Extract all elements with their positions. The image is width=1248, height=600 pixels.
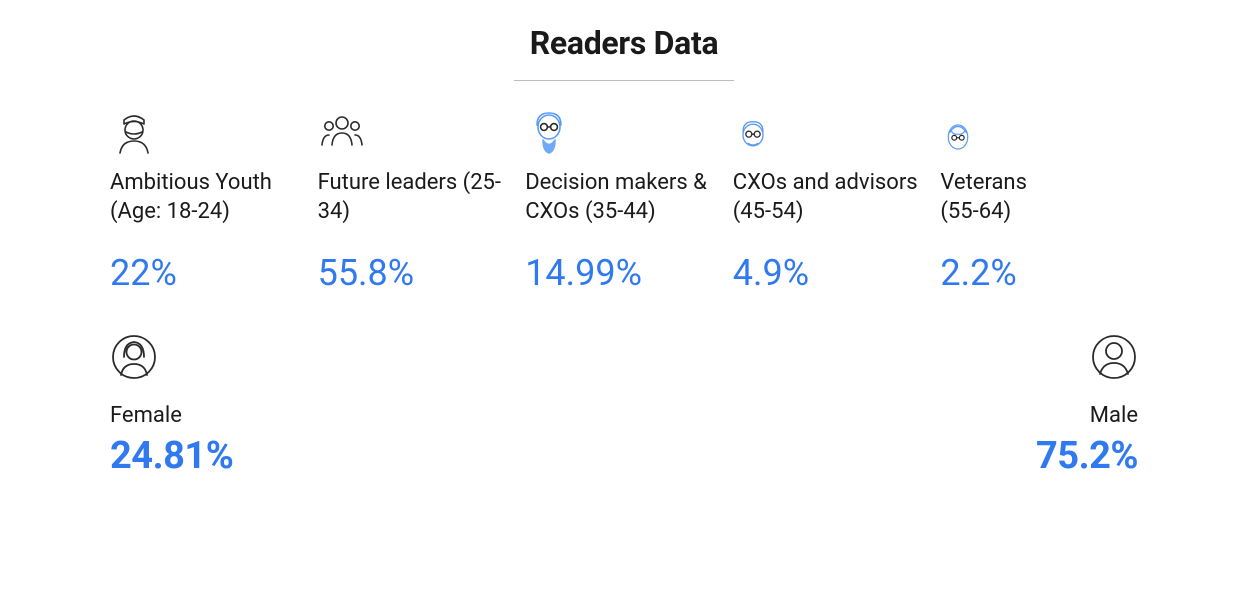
segment-value: 4.9% [733,255,923,291]
segment-veterans: Veterans (55-64) 2.2% [940,95,1138,291]
female-icon [110,333,158,381]
decision-makers-icon [525,107,573,155]
veterans-icon [940,119,976,155]
gender-female-label: Female [110,403,233,428]
segment-label: Decision makers & CXOs (35-44) [525,169,715,227]
segment-future-leaders: Future leaders (25-34) 55.8% [318,95,516,291]
segment-ambitious-youth: Ambitious Youth (Age: 18-24) 22% [110,95,308,291]
segment-label: Future leaders (25-34) [318,169,508,227]
gender-female-value: 24.81% [110,434,233,478]
gender-female: Female 24.81% [110,333,233,478]
segment-label: CXOs and advisors (45-54) [733,169,923,227]
segment-label: Veterans (55-64) [940,169,1130,227]
segment-value: 2.2% [940,255,1130,291]
segment-label: Ambitious Youth (Age: 18-24) [110,169,300,227]
gender-male-label: Male [1036,403,1138,428]
cxos-advisors-icon [733,115,773,155]
gender-male-value: 75.2% [1036,434,1138,478]
ambitious-youth-icon [110,107,158,155]
future-leaders-icon [318,107,366,155]
gender-row: Female 24.81% Male 75.2% [110,333,1138,478]
segments-row: Ambitious Youth (Age: 18-24) 22% [110,95,1138,291]
segment-value: 22% [110,255,300,291]
title-divider [514,80,734,81]
segment-decision-makers: Decision makers & CXOs (35-44) 14.99% [525,95,723,291]
segment-cxos-advisors: CXOs and advisors (45-54) 4.9% [733,95,931,291]
page-title: Readers Data [110,24,1138,62]
gender-male: Male 75.2% [1036,333,1138,478]
readers-data-page: Readers Data Ambitious Youth (Age: 1 [0,0,1248,478]
segment-value: 14.99% [525,255,715,291]
segment-value: 55.8% [318,255,508,291]
male-icon [1090,333,1138,381]
